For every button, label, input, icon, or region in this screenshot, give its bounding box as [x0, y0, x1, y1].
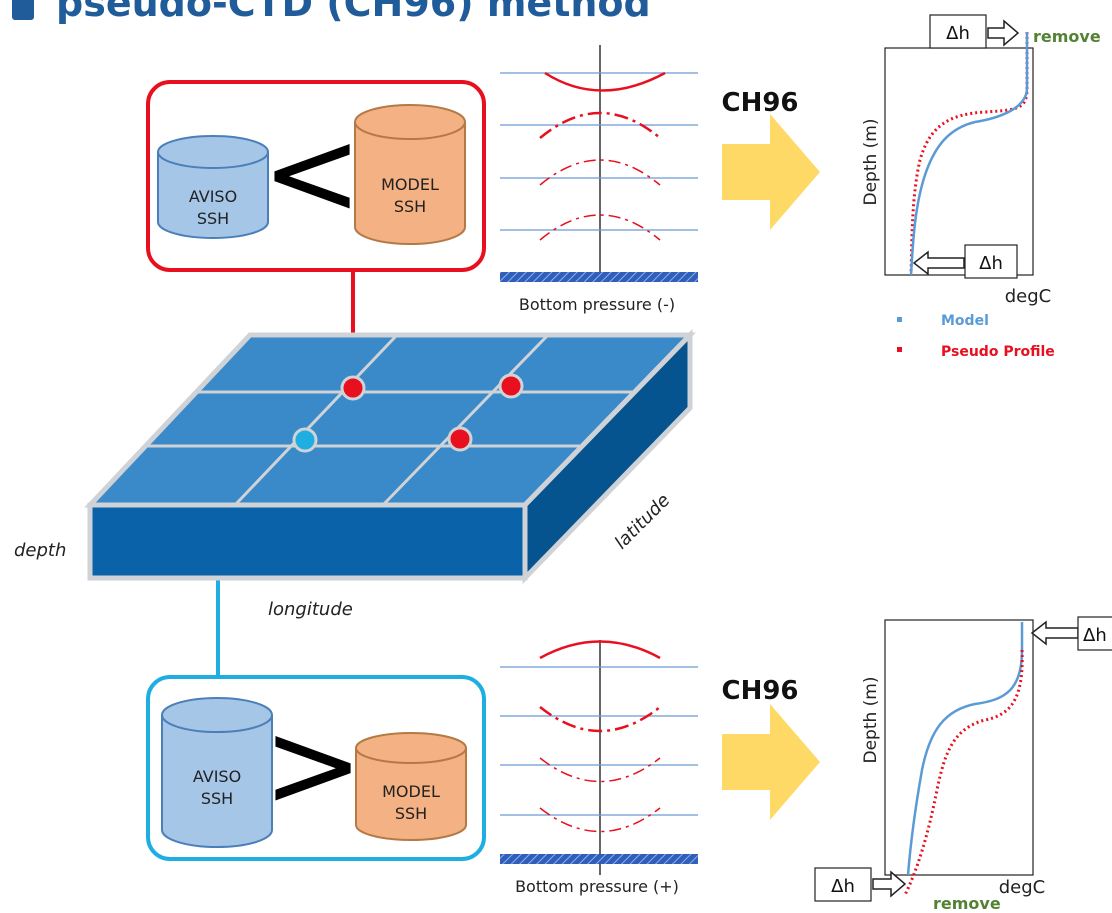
- bottom-pressure-label-bottom: Bottom pressure (+): [515, 877, 679, 896]
- legend: Model Pseudo Profile: [897, 313, 1055, 360]
- arrow-right-icon-bottom: [722, 704, 820, 820]
- depth-axis-label: Depth (m): [861, 118, 881, 205]
- remove-label-top: remove: [1033, 27, 1101, 46]
- greater-than-operator: >: [263, 696, 364, 835]
- model-label-line1: MODEL: [381, 175, 439, 194]
- model-cylinder-top: MODEL SSH: [354, 104, 466, 245]
- less-than-operator: <: [262, 104, 363, 243]
- seafloor-hatch-bottom: [500, 854, 698, 864]
- profile-panel-top: Δh remove Δh Depth (m) degC: [861, 14, 1101, 307]
- seafloor-hatch-top: [500, 272, 698, 282]
- aviso-cylinder-top: AVISO SSH: [157, 135, 269, 239]
- legend-pseudo-label: Pseudo Profile: [941, 344, 1055, 360]
- degc-axis-label: degC: [1005, 286, 1052, 307]
- depth-axis-label-bottom: Depth (m): [861, 676, 881, 763]
- grid-front-face: [87, 502, 528, 581]
- delta-h-top-label: Δh: [946, 23, 970, 44]
- profile-panel-bottom: Δh Δh Depth (m) degC remove: [814, 616, 1112, 913]
- title-group: pseudo-CTD (CH96) method: [12, 0, 651, 25]
- degc-axis-label-bottom: degC: [999, 877, 1046, 898]
- legend-pseudo-swatch: [897, 347, 902, 352]
- model-label-line1-bottom: MODEL: [382, 782, 440, 801]
- delta-arrow-left-icon: [912, 250, 965, 276]
- legend-model-swatch: [897, 317, 902, 322]
- model-label-line2-bottom: SSH: [395, 804, 427, 823]
- node-cyan-1: [292, 427, 318, 453]
- method-label-bottom: CH96: [721, 676, 798, 706]
- aviso-label-line2-bottom: SSH: [201, 789, 233, 808]
- bottom-pressure-label-top: Bottom pressure (-): [519, 295, 675, 314]
- remove-label-bottom: remove: [933, 894, 1001, 913]
- legend-model-label: Model: [941, 313, 989, 329]
- delta-h-bottom-label: Δh: [979, 253, 1003, 274]
- grid-side-face: [522, 328, 693, 585]
- delta-h-top-label-bottom: Δh: [1083, 625, 1107, 646]
- model-label-line2: SSH: [394, 197, 426, 216]
- node-red-3: [447, 426, 473, 452]
- aviso-label-line2: SSH: [197, 209, 229, 228]
- delta-h-bottom-label-bottom: Δh: [831, 876, 855, 897]
- ocean-grid: depth longitude latitude: [14, 328, 696, 620]
- bottom-comparison-box: AVISO SSH > MODEL SSH: [146, 675, 486, 861]
- depth-label: depth: [14, 540, 66, 561]
- page-title: pseudo-CTD (CH96) method: [56, 0, 651, 25]
- latitude-label: latitude: [611, 490, 675, 554]
- delta-arrow-right-icon: [987, 19, 1020, 47]
- method-label-top: CH96: [721, 88, 798, 118]
- aviso-label-line1: AVISO: [189, 187, 237, 206]
- aviso-label-line1-bottom: AVISO: [193, 767, 241, 786]
- arrow-right-icon: [722, 114, 820, 230]
- model-cylinder-bottom: MODEL SSH: [355, 732, 467, 841]
- aviso-cylinder-bottom: AVISO SSH: [161, 697, 273, 848]
- delta-arrow-left-icon-bottom: [1030, 620, 1079, 646]
- top-comparison-box: AVISO SSH < MODEL SSH: [146, 80, 486, 272]
- square-bullet-icon: [12, 0, 34, 20]
- delta-arrow-right-icon-bottom: [872, 870, 907, 898]
- node-red-1: [340, 375, 366, 401]
- node-red-2: [498, 373, 524, 399]
- longitude-label: longitude: [268, 599, 353, 620]
- isopycnal-panel-bottom: Bottom pressure (+): [500, 640, 698, 896]
- isopycnal-panel-top: Bottom pressure (-): [500, 45, 698, 314]
